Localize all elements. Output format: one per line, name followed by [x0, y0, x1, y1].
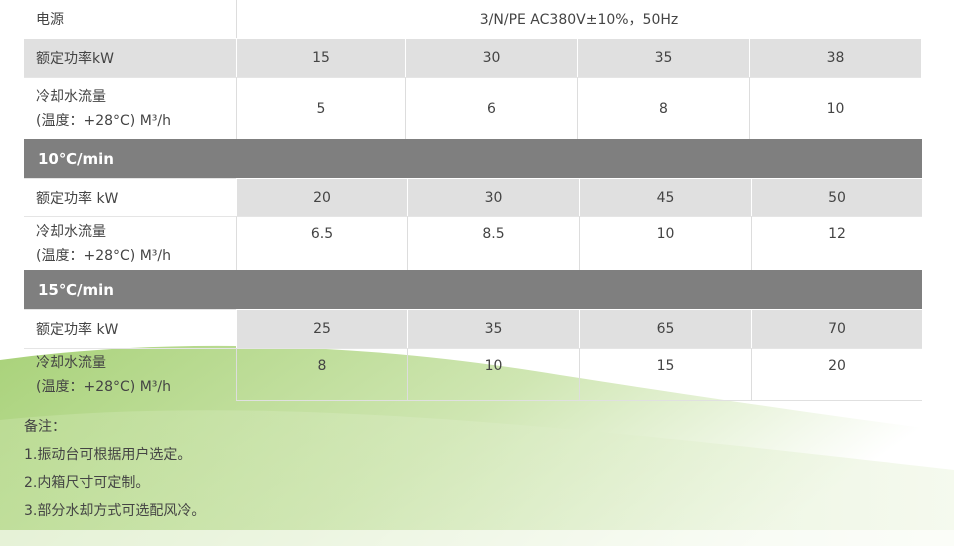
cell-value: 3/N/PE AC380V±10%，50Hz — [236, 0, 921, 38]
cell-label: 额定功率 kW — [24, 309, 236, 348]
section-title: 10℃/min — [24, 139, 922, 178]
section-title: 15℃/min — [24, 270, 922, 309]
label-line: 额定功率 kW — [36, 322, 119, 338]
cell-value: 5 — [236, 77, 405, 139]
cell-value: 10 — [579, 216, 751, 270]
notes-title: 备注： — [24, 419, 66, 435]
cell-value: 45 — [579, 178, 751, 216]
label-line: 冷却水流量 — [36, 223, 106, 240]
cell-value: 10 — [407, 348, 579, 400]
cell-value: 8 — [236, 348, 407, 400]
cell-value: 25 — [236, 309, 407, 348]
cell-value: 6.5 — [236, 216, 407, 270]
label-line: 额定功率 kW — [36, 190, 119, 207]
cell-value: 50 — [751, 178, 922, 216]
cell-value: 38 — [749, 38, 921, 77]
cell-value: 20 — [751, 348, 922, 400]
cell-value: 8 — [577, 77, 749, 139]
cell-value: 20 — [236, 178, 407, 216]
table-bottom-rule — [236, 400, 922, 401]
cell-value: 10 — [749, 77, 921, 139]
label-line: 冷却水流量 — [36, 88, 106, 105]
label-line: 额定功率kW — [36, 51, 114, 67]
cell-value: 70 — [751, 309, 922, 348]
cell-value: 6 — [405, 77, 577, 139]
label-line: (温度：+28°C) M³/h — [36, 378, 171, 395]
label-line: (温度：+28°C) M³/h — [36, 247, 171, 264]
cell-value: 35 — [407, 309, 579, 348]
cell-value: 15 — [579, 348, 751, 400]
cell-label: 冷却水流量 (温度：+28°C) M³/h — [24, 216, 236, 270]
cell-label: 额定功率 kW — [24, 178, 236, 216]
note-item: 1.振动台可根据用户选定。 — [24, 447, 192, 463]
label-line: 冷却水流量 — [36, 354, 106, 371]
cell-value: 65 — [579, 309, 751, 348]
cell-label: 额定功率kW — [24, 38, 236, 77]
cell-value: 30 — [405, 38, 577, 77]
note-item: 3.部分水却方式可选配风冷。 — [24, 503, 206, 519]
cell-value: 12 — [751, 216, 922, 270]
cell-label: 冷却水流量 (温度：+28°C) M³/h — [24, 77, 236, 139]
cell-label: 电源 — [36, 12, 64, 28]
cell-value: 35 — [577, 38, 749, 77]
cell-label: 冷却水流量 (温度：+28°C) M³/h — [24, 348, 236, 400]
cell-value: 8.5 — [407, 216, 579, 270]
cell-value: 30 — [407, 178, 579, 216]
note-item: 2.内箱尺寸可定制。 — [24, 475, 150, 491]
cell-value: 15 — [236, 38, 405, 77]
label-line: (温度：+28°C) M³/h — [36, 112, 171, 129]
